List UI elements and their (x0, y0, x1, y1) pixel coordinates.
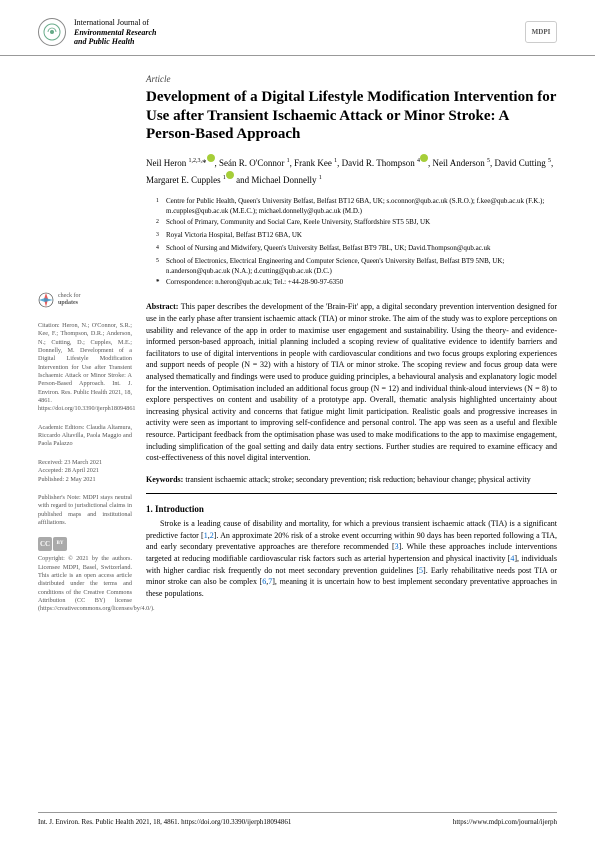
publisher-logo: MDPI (525, 21, 557, 43)
article-body: Article Development of a Digital Lifesty… (142, 74, 557, 624)
section-heading: 1. Introduction (146, 504, 557, 514)
journal-info: International Journal of Environmental R… (38, 18, 156, 47)
check-updates-icon (38, 292, 54, 308)
orcid-icon (207, 154, 215, 162)
affiliations: 1Centre for Public Health, Queen's Unive… (146, 197, 557, 287)
sidebar: check for updates Citation: Heron, N.; O… (0, 74, 142, 624)
article-type: Article (146, 74, 557, 84)
journal-line1: International Journal of (74, 18, 156, 28)
divider (146, 493, 557, 494)
footer-url: https://www.mdpi.com/journal/ijerph (453, 818, 557, 826)
check-updates-badge[interactable]: check for updates (38, 292, 132, 308)
ref-link[interactable]: 6 (262, 577, 266, 586)
orcid-icon (420, 154, 428, 162)
keywords: Keywords: transient ischaemic attack; st… (146, 474, 557, 486)
dates-block: Received: 23 March 2021 Accepted: 28 Apr… (38, 459, 132, 484)
check-updates-text: check for updates (58, 293, 81, 306)
page-header: International Journal of Environmental R… (0, 0, 595, 56)
abstract: Abstract: This paper describes the devel… (146, 301, 557, 463)
article-title: Development of a Digital Lifestyle Modif… (146, 88, 557, 144)
ref-link[interactable]: 4 (510, 554, 514, 563)
editors-block: Academic Editors: Claudia Altamura, Ricc… (38, 424, 132, 449)
journal-title: International Journal of Environmental R… (74, 18, 156, 47)
page-footer: Int. J. Environ. Res. Public Health 2021… (38, 812, 557, 826)
ref-link[interactable]: 2 (210, 531, 214, 540)
intro-paragraph: Stroke is a leading cause of disability … (146, 518, 557, 599)
author-list: Neil Heron 1,2,3,*, Seán R. O'Connor 1, … (146, 154, 557, 187)
main-content: check for updates Citation: Heron, N.; O… (0, 56, 595, 624)
orcid-icon (226, 171, 234, 179)
ref-link[interactable]: 1 (204, 531, 208, 540)
ref-link[interactable]: 7 (268, 577, 272, 586)
cc-license-icon: CC BY (38, 537, 132, 551)
journal-line2: Environmental Research (74, 28, 156, 38)
footer-citation: Int. J. Environ. Res. Public Health 2021… (38, 818, 291, 826)
journal-line3: and Public Health (74, 37, 156, 47)
ref-link[interactable]: 3 (395, 542, 399, 551)
publisher-note: Publisher's Note: MDPI stays neutral wit… (38, 494, 132, 527)
copyright-block: Copyright: © 2021 by the authors. Licens… (38, 555, 132, 614)
journal-logo-icon (38, 18, 66, 46)
citation-block: Citation: Heron, N.; O'Connor, S.R.; Kee… (38, 322, 132, 414)
ref-link[interactable]: 5 (419, 566, 423, 575)
